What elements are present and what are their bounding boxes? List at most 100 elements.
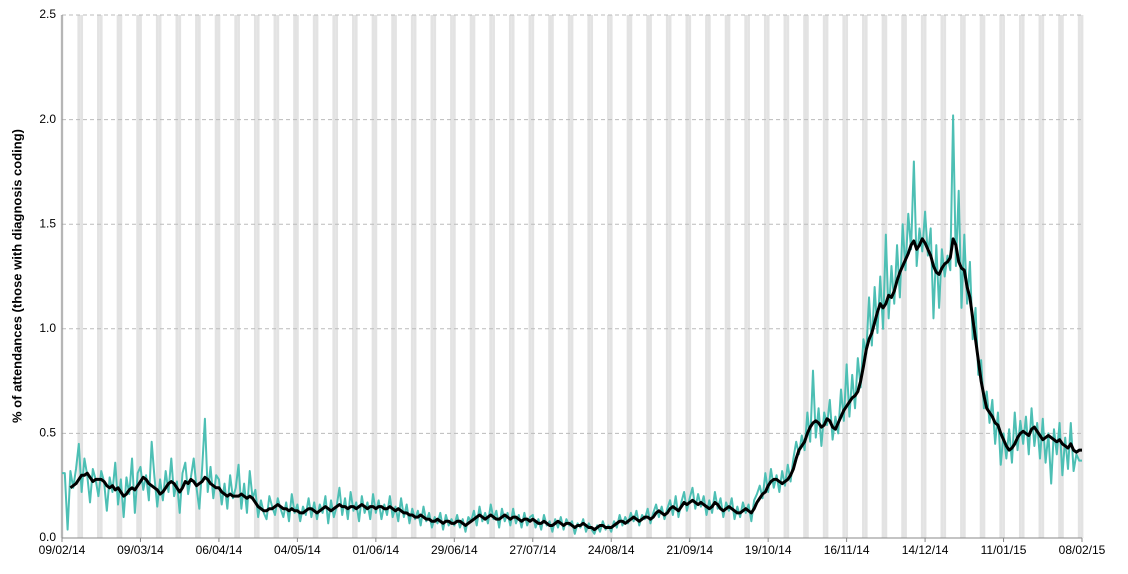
weekend-band bbox=[335, 15, 339, 538]
weekend-band bbox=[80, 15, 84, 538]
weekend-band bbox=[786, 15, 790, 538]
weekend-band bbox=[195, 15, 198, 538]
weekend-band bbox=[214, 15, 218, 538]
weekend-band bbox=[668, 15, 672, 538]
y-tick-label: 2.0 bbox=[39, 112, 56, 126]
weekend-band bbox=[864, 15, 868, 538]
x-tick-label: 29/06/14 bbox=[431, 543, 478, 557]
x-tick-label: 09/02/14 bbox=[39, 543, 86, 557]
weekend-band bbox=[845, 15, 849, 538]
y-tick-label: 0.0 bbox=[39, 530, 56, 544]
weekend-band bbox=[450, 15, 453, 538]
series-line bbox=[69, 237, 1082, 532]
x-tick-label: 24/08/14 bbox=[588, 543, 635, 557]
weekend-band bbox=[705, 15, 708, 538]
weekend-band bbox=[295, 15, 299, 538]
x-tick-label: 09/03/14 bbox=[117, 543, 164, 557]
weekend-band bbox=[901, 15, 905, 538]
weekend-band bbox=[155, 15, 159, 538]
weekend-band bbox=[452, 15, 456, 538]
weekend-band bbox=[136, 15, 140, 538]
weekend-band bbox=[548, 15, 551, 538]
weekend-band bbox=[410, 15, 414, 538]
weekend-band bbox=[724, 15, 728, 538]
weekend-band bbox=[508, 15, 512, 538]
weekend-band bbox=[763, 15, 767, 538]
weekend-band bbox=[707, 15, 711, 538]
weekend-band bbox=[881, 15, 885, 538]
x-tick-label: 08/02/15 bbox=[1059, 543, 1106, 557]
weekend-band bbox=[803, 15, 806, 538]
weekend-band bbox=[1018, 15, 1022, 538]
weekend-band bbox=[469, 15, 473, 538]
weekend-band bbox=[433, 15, 437, 538]
weekend-band bbox=[649, 15, 652, 538]
weekend-band bbox=[276, 15, 280, 538]
weekend-band bbox=[979, 15, 983, 538]
weekend-band bbox=[97, 15, 100, 538]
weekend-band bbox=[528, 15, 532, 538]
weekend-band bbox=[884, 15, 888, 538]
weekend-band bbox=[1002, 15, 1005, 538]
weekend-band bbox=[999, 15, 1003, 538]
weekend-band bbox=[1038, 15, 1042, 538]
weekend-band bbox=[685, 15, 689, 538]
weekend-band bbox=[371, 15, 375, 538]
weekend-band bbox=[391, 15, 395, 538]
y-axis-label: % of attendances (those with diagnosis c… bbox=[9, 129, 24, 423]
weekend-band bbox=[489, 15, 493, 538]
weekend-band bbox=[1080, 15, 1084, 538]
weekend-band bbox=[550, 15, 554, 538]
x-tick-label: 06/04/14 bbox=[196, 543, 243, 557]
weekend-band bbox=[1060, 15, 1064, 538]
x-tick-label: 14/12/14 bbox=[902, 543, 949, 557]
weekend-band bbox=[315, 15, 319, 538]
weekend-band bbox=[783, 15, 787, 538]
weekend-band bbox=[312, 15, 316, 538]
weekend-band bbox=[590, 15, 594, 538]
weekend-band bbox=[332, 15, 336, 538]
weekend-band bbox=[982, 15, 986, 538]
series-line bbox=[62, 114, 1082, 535]
weekend-band bbox=[665, 15, 669, 538]
y-tick-label: 1.5 bbox=[39, 216, 56, 230]
weekend-band bbox=[822, 15, 826, 538]
weekend-band bbox=[1077, 15, 1081, 538]
weekend-band bbox=[1021, 15, 1025, 538]
weekend-band bbox=[273, 15, 277, 538]
weekend-band bbox=[567, 15, 571, 538]
weekend-band bbox=[175, 15, 179, 538]
weekend-band bbox=[217, 15, 221, 538]
weekend-band bbox=[805, 15, 809, 538]
weekend-band bbox=[139, 15, 142, 538]
weekend-band bbox=[862, 15, 865, 538]
weekend-band bbox=[354, 15, 358, 538]
weekend-band bbox=[119, 15, 123, 538]
weekend-band bbox=[747, 15, 750, 538]
weekend-band bbox=[178, 15, 182, 538]
weekend-band bbox=[430, 15, 434, 538]
x-tick-label: 21/09/14 bbox=[666, 543, 713, 557]
x-tick-label: 11/01/15 bbox=[981, 543, 1027, 557]
weekend-band bbox=[940, 15, 944, 538]
weekend-band bbox=[842, 15, 846, 538]
weekend-band bbox=[253, 15, 257, 538]
weekend-band bbox=[904, 15, 907, 538]
weekend-band bbox=[920, 15, 924, 538]
weekend-band bbox=[1041, 15, 1045, 538]
weekend-band bbox=[413, 15, 417, 538]
weekend-band bbox=[587, 15, 591, 538]
weekend-band bbox=[234, 15, 238, 538]
weekend-band bbox=[825, 15, 829, 538]
x-tick-label: 16/11/14 bbox=[824, 543, 870, 557]
weekend-band bbox=[472, 15, 476, 538]
weekend-band bbox=[394, 15, 397, 538]
weekend-band bbox=[237, 15, 240, 538]
weekend-band bbox=[646, 15, 650, 538]
weekend-band bbox=[158, 15, 162, 538]
weekend-band bbox=[374, 15, 378, 538]
weekend-band bbox=[607, 15, 610, 538]
x-tick-label: 01/06/14 bbox=[352, 543, 399, 557]
y-tick-label: 0.5 bbox=[39, 426, 56, 440]
